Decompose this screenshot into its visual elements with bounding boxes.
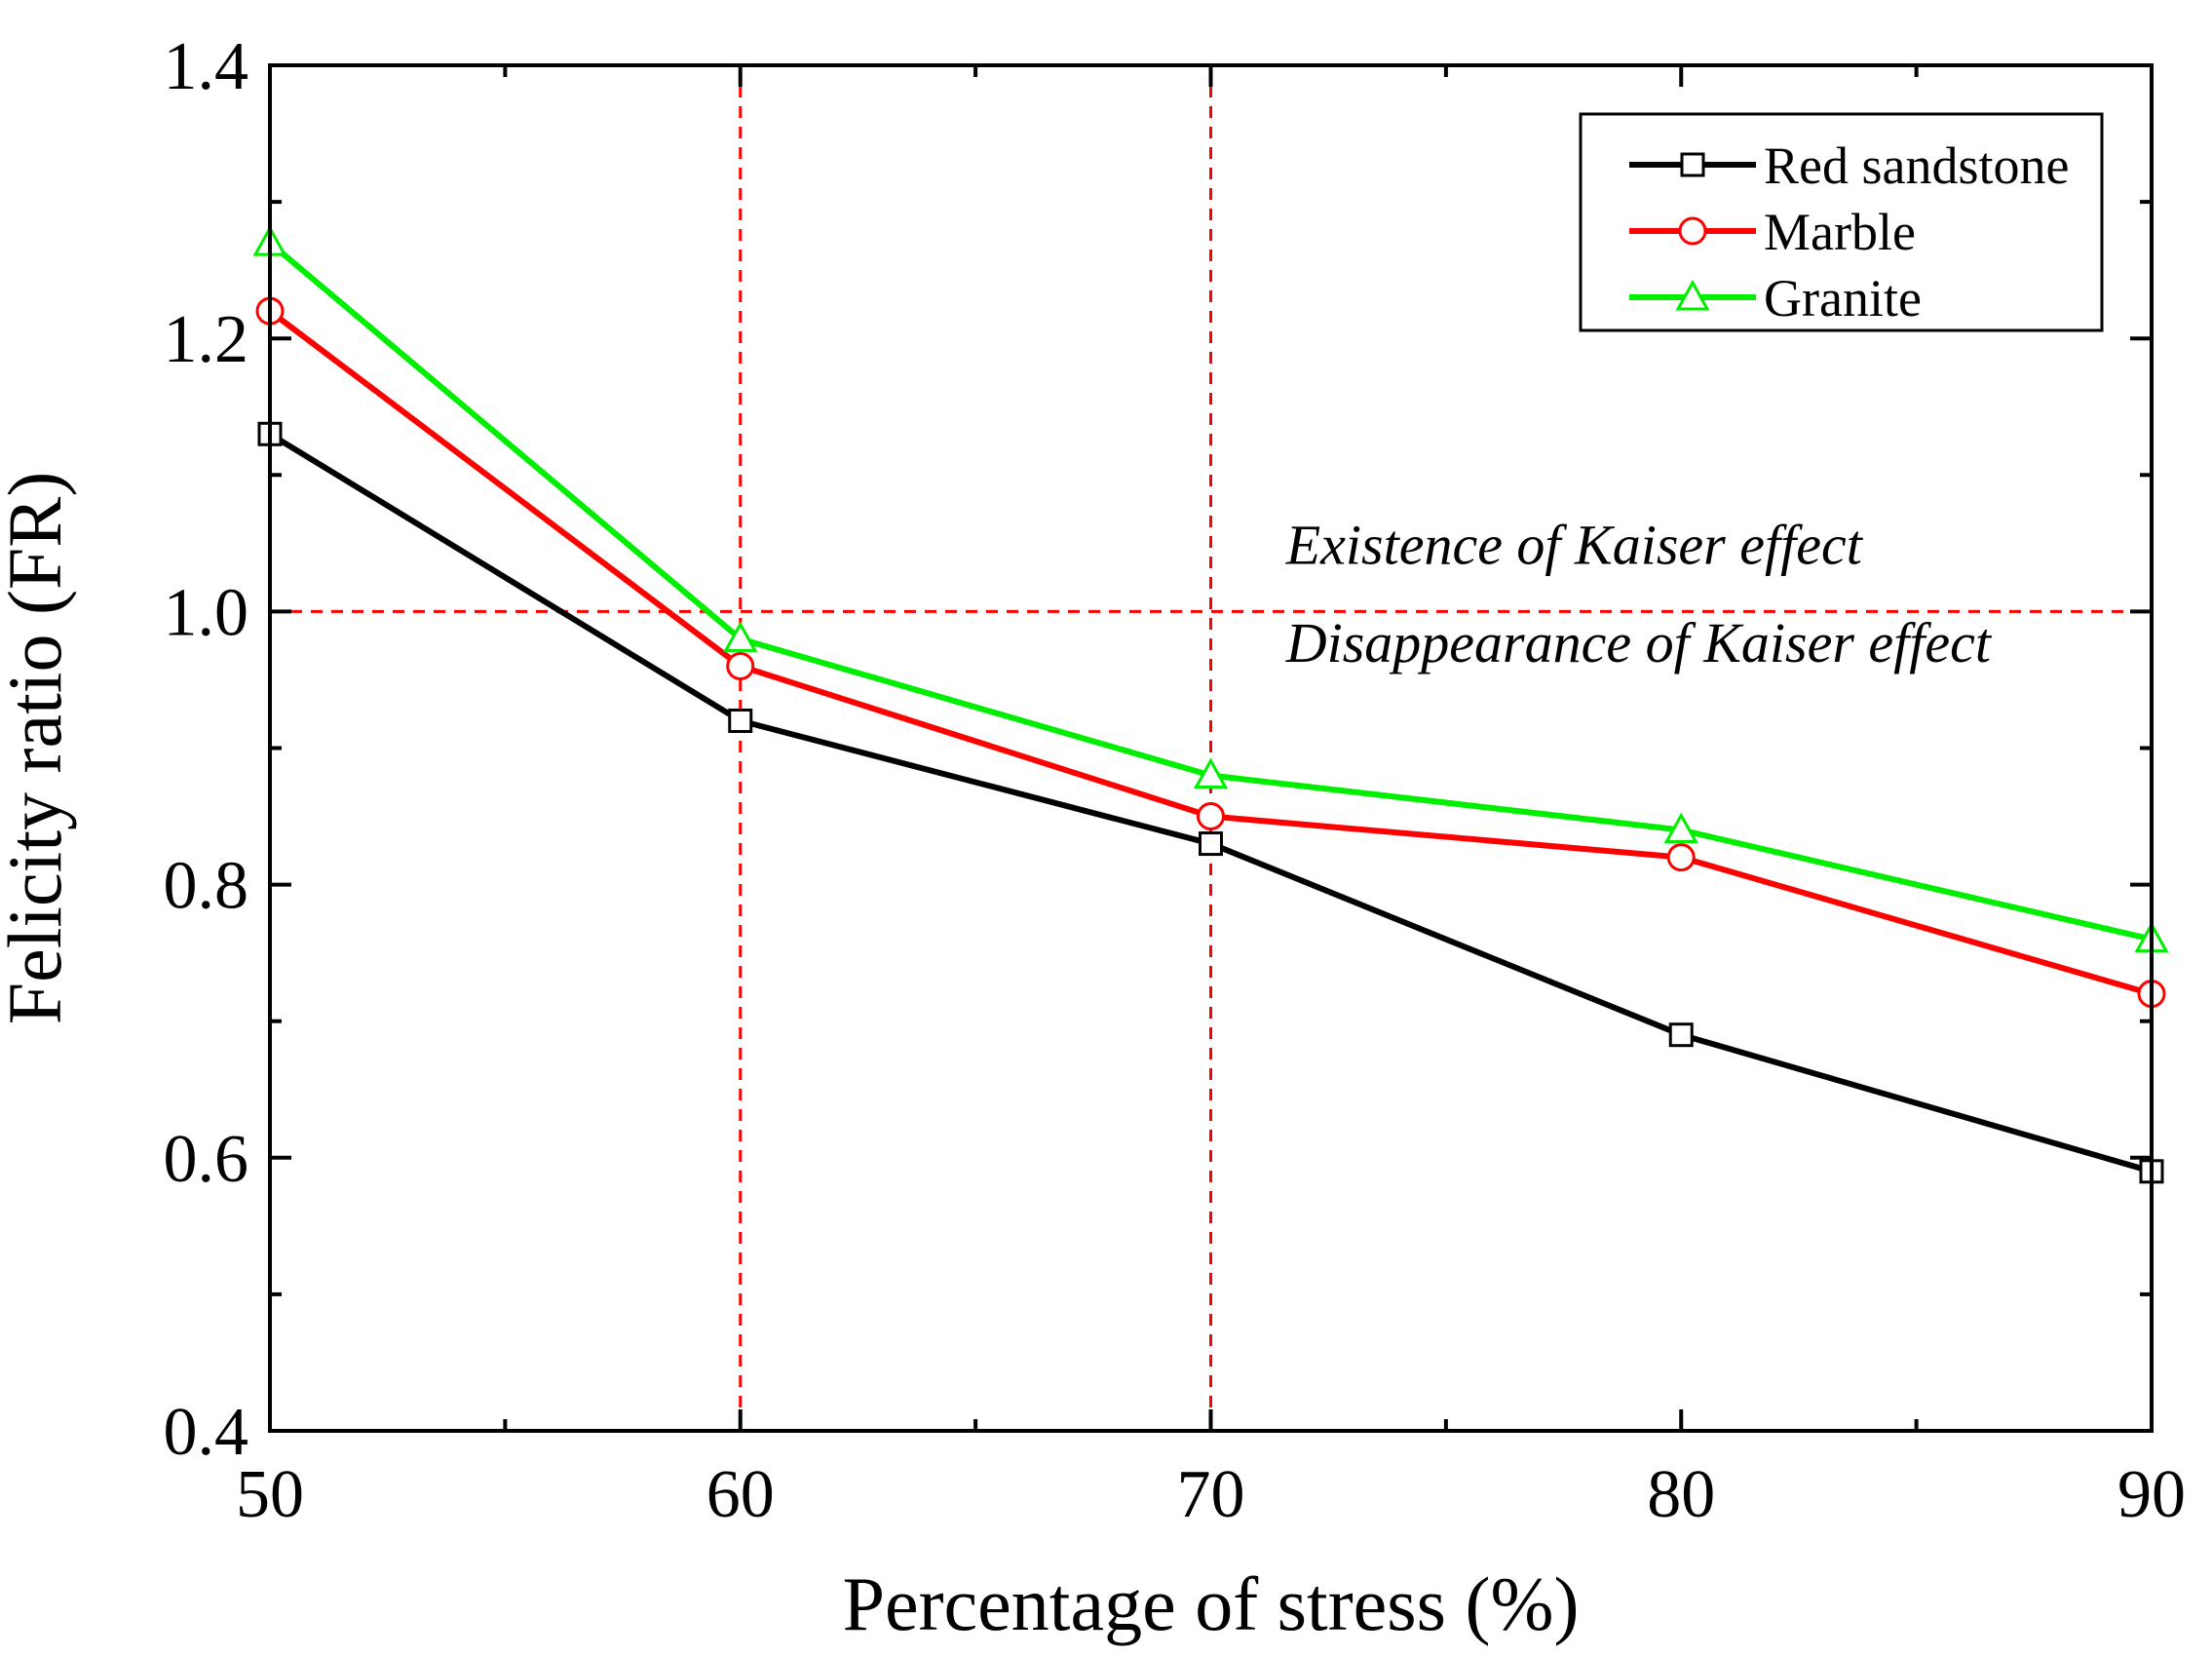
data-point-granite <box>1193 757 1229 789</box>
data-point-granite <box>1663 812 1698 844</box>
y-axis-title: Felicity ratio (FR) <box>0 472 77 1025</box>
data-point-marble <box>1197 802 1225 831</box>
legend-label-granite: Granite <box>1764 269 1922 327</box>
y-tick-label: 0.4 <box>164 1395 249 1470</box>
legend-label-marble: Marble <box>1764 203 1916 261</box>
legend: Red sandstone Marble Granite <box>1579 112 2104 332</box>
legend-marker-marble <box>1678 216 1707 246</box>
x-tick-label: 80 <box>1647 1457 1715 1532</box>
y-tick-label: 1.2 <box>164 302 249 377</box>
y-tick-label: 0.8 <box>164 849 249 924</box>
x-tick-label: 70 <box>1177 1457 1245 1532</box>
x-tick-label: 50 <box>236 1457 304 1532</box>
data-point-granite <box>723 621 758 652</box>
reference-lines <box>270 65 2152 1431</box>
annotation-2: Disappearance of Kaiser effect <box>1285 611 1993 674</box>
data-point-red-sandstone <box>1668 1022 1694 1048</box>
legend-marker-granite <box>1675 279 1710 311</box>
legend-label-red-sandstone: Red sandstone <box>1764 136 2069 195</box>
annotations: Existence of Kaiser effect Disappearance … <box>1285 513 1993 674</box>
legend-marker-red-sandstone <box>1680 152 1705 177</box>
axis-ticks <box>268 63 2154 1433</box>
data-point-marble <box>726 651 755 680</box>
data-point-red-sandstone <box>728 708 753 733</box>
data-point-marble <box>1666 843 1696 872</box>
tick-labels: 50 60 70 80 90 0.4 0.6 0.8 1.0 1.2 1.4 <box>164 29 2187 1532</box>
annotation-1: Existence of Kaiser effect <box>1285 513 1864 576</box>
x-axis-title: Percentage of stress (%) <box>843 1561 1580 1646</box>
series-marble <box>255 296 2166 1009</box>
x-tick-label: 90 <box>2117 1457 2186 1532</box>
data-point-red-sandstone <box>1199 831 1223 857</box>
y-tick-label: 1.4 <box>164 29 249 104</box>
x-tick-label: 60 <box>706 1457 775 1532</box>
y-tick-label: 1.0 <box>164 575 249 650</box>
y-tick-label: 0.6 <box>164 1122 249 1197</box>
series-layer <box>252 225 2169 1184</box>
